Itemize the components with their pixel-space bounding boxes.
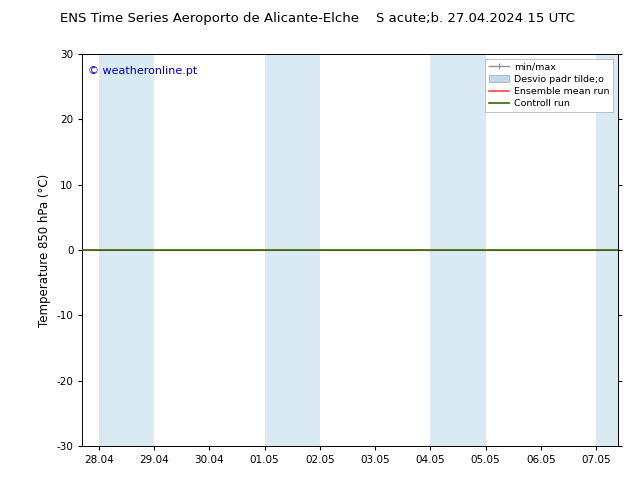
- Bar: [430, 54, 486, 446]
- Bar: [596, 54, 618, 446]
- Bar: [99, 54, 154, 446]
- Y-axis label: Temperature 850 hPa (°C): Temperature 850 hPa (°C): [38, 173, 51, 326]
- Text: © weatheronline.pt: © weatheronline.pt: [87, 66, 197, 75]
- Text: ENS Time Series Aeroporto de Alicante-Elche    S acute;b. 27.04.2024 15 UTC: ENS Time Series Aeroporto de Alicante-El…: [60, 12, 574, 25]
- Bar: [264, 54, 320, 446]
- Legend: min/max, Desvio padr tilde;o, Ensemble mean run, Controll run: min/max, Desvio padr tilde;o, Ensemble m…: [485, 59, 614, 112]
